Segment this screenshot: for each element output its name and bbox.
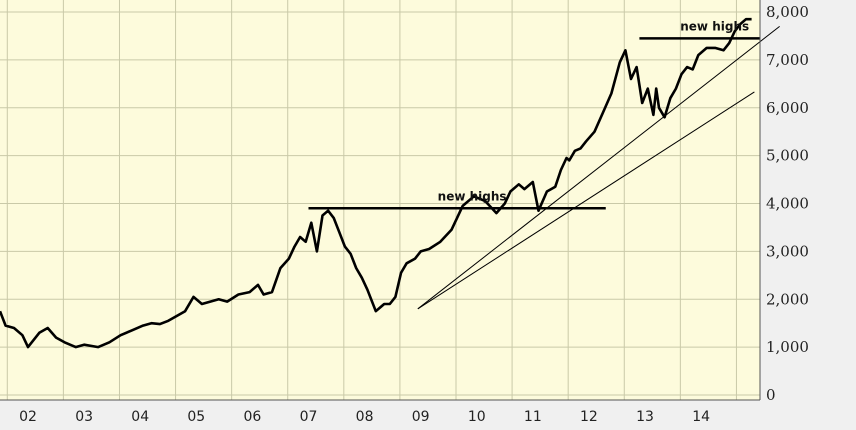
x-tick-label: 09 (412, 409, 430, 425)
x-tick-label: 02 (19, 409, 37, 425)
x-tick-label: 08 (356, 409, 374, 425)
x-tick-labels: 02 03 04 05 06 07 08 09 10 11 12 13 14 (19, 409, 710, 425)
y-tick-label: 0 (766, 386, 776, 404)
x-tick-label: 05 (187, 409, 205, 425)
y-tick-label: 1,000 (766, 338, 809, 356)
trendline (417, 91, 755, 310)
price-series-line (0, 17, 752, 349)
x-tick-label: 14 (692, 409, 710, 425)
y-tick-label: 6,000 (766, 99, 809, 117)
x-tick-label: 10 (468, 409, 486, 425)
y-tick-label: 7,000 (766, 51, 809, 69)
y-tick-label: 5,000 (766, 147, 809, 165)
y-tick-label: 2,000 (766, 290, 809, 308)
x-tick-label: 13 (636, 409, 654, 425)
y-tick-label: 4,000 (766, 195, 809, 213)
new-highs-label: new highs (680, 19, 749, 33)
series-group (0, 17, 752, 349)
annotations: new highs new highs (308, 19, 780, 310)
x-tick-label: 12 (580, 409, 598, 425)
x-tick-label: 04 (131, 409, 149, 425)
x-tick-label: 03 (75, 409, 93, 425)
grid (0, 0, 760, 400)
y-tick-label: 3,000 (766, 242, 809, 260)
y-tick-label: 8,000 (766, 3, 809, 21)
x-tick-label: 07 (300, 409, 318, 425)
new-highs-label: new highs (438, 189, 507, 203)
x-tick-label: 06 (243, 409, 261, 425)
trendline (417, 25, 780, 310)
x-tick-label: 11 (524, 409, 542, 425)
y-tick-labels: 0 1,000 2,000 3,000 4,000 5,000 6,000 7,000 8,00… (766, 3, 809, 404)
